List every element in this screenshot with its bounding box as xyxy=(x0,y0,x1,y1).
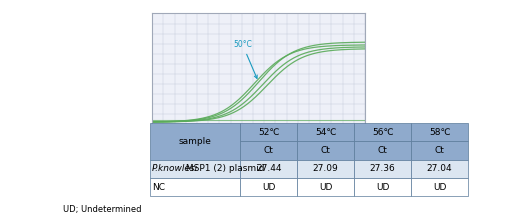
FancyBboxPatch shape xyxy=(240,141,297,160)
FancyBboxPatch shape xyxy=(354,178,411,196)
FancyBboxPatch shape xyxy=(354,141,411,160)
FancyBboxPatch shape xyxy=(297,123,354,141)
Text: sample: sample xyxy=(178,137,211,146)
Text: UD: UD xyxy=(319,183,333,192)
Text: NC: NC xyxy=(152,183,165,192)
Text: 27.04: 27.04 xyxy=(427,164,452,173)
Text: UD: UD xyxy=(433,183,446,192)
Text: 52℃: 52℃ xyxy=(258,128,279,137)
FancyBboxPatch shape xyxy=(240,160,297,178)
FancyBboxPatch shape xyxy=(354,123,411,141)
Text: 56℃: 56℃ xyxy=(372,128,393,137)
FancyBboxPatch shape xyxy=(297,178,354,196)
FancyBboxPatch shape xyxy=(297,141,354,160)
FancyBboxPatch shape xyxy=(150,160,240,178)
FancyBboxPatch shape xyxy=(411,123,468,141)
FancyBboxPatch shape xyxy=(354,160,411,178)
Text: Ct: Ct xyxy=(321,146,331,155)
Text: UD: UD xyxy=(262,183,275,192)
FancyBboxPatch shape xyxy=(411,160,468,178)
FancyBboxPatch shape xyxy=(297,160,354,178)
FancyBboxPatch shape xyxy=(240,178,297,196)
Text: UD; Undetermined: UD; Undetermined xyxy=(63,205,142,214)
Text: Ct: Ct xyxy=(264,146,274,155)
Text: 27.36: 27.36 xyxy=(370,164,395,173)
Text: 27.44: 27.44 xyxy=(256,164,281,173)
Text: Ct: Ct xyxy=(434,146,445,155)
FancyBboxPatch shape xyxy=(150,178,240,196)
Text: Ct: Ct xyxy=(378,146,387,155)
Text: 58℃: 58℃ xyxy=(429,128,450,137)
FancyBboxPatch shape xyxy=(150,123,240,160)
Text: P.knowlesi: P.knowlesi xyxy=(152,164,198,173)
FancyBboxPatch shape xyxy=(240,123,297,141)
Text: UD: UD xyxy=(376,183,389,192)
Text: 50°C: 50°C xyxy=(233,40,257,78)
Text: 27.09: 27.09 xyxy=(313,164,339,173)
Text: 54℃: 54℃ xyxy=(315,128,337,137)
Text: MSP1 (2) plasmid: MSP1 (2) plasmid xyxy=(183,164,265,173)
FancyBboxPatch shape xyxy=(411,141,468,160)
FancyBboxPatch shape xyxy=(411,178,468,196)
